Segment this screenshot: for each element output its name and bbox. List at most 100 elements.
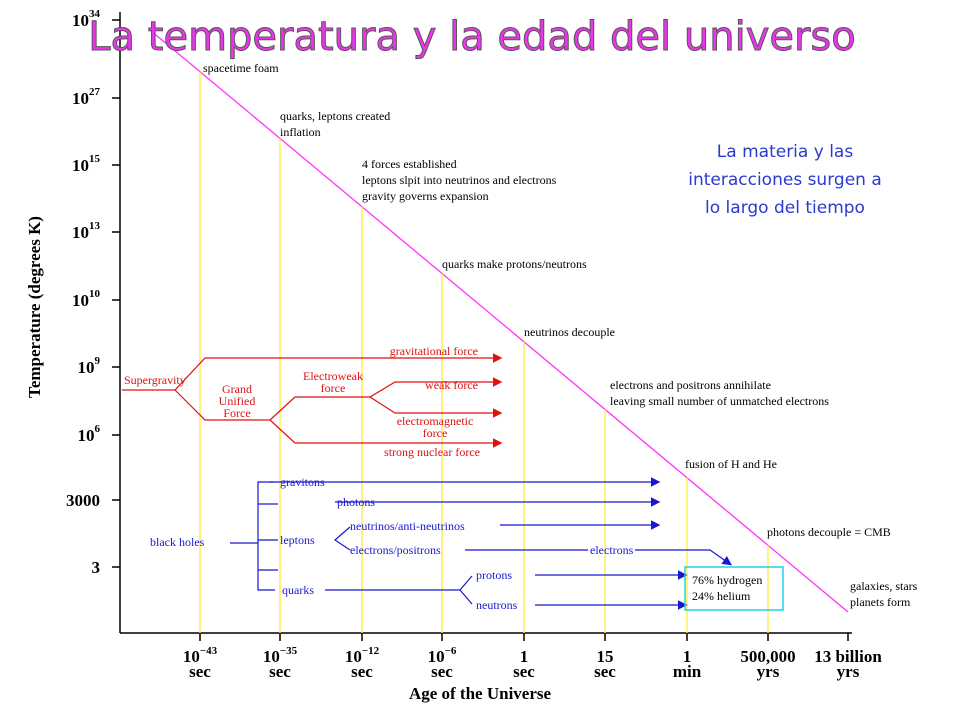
tick-exp: 9	[95, 355, 101, 367]
y-tick-label: 1015	[72, 153, 101, 175]
tick-exp: 15	[89, 153, 101, 165]
title: La temperatura y la edad del universo	[88, 14, 855, 60]
black-holes: black holes	[150, 535, 205, 549]
tick-base: 500,000	[740, 647, 795, 666]
tick-base: 10	[263, 647, 280, 666]
tick-base: 1	[683, 647, 692, 666]
tick-base: 10	[345, 647, 362, 666]
x-tick-label: 10−35	[263, 645, 298, 666]
note-line: lo largo del tiempo	[705, 198, 865, 218]
y-tick-label: 1034	[72, 8, 101, 30]
epoch-label: 4 forces established	[362, 157, 457, 171]
tick-base: 10	[183, 647, 200, 666]
tick-base: 10	[78, 358, 95, 377]
y-tick-label: 3	[92, 558, 101, 577]
x-tick-label: 15	[597, 647, 614, 666]
force-labels: Supergravity Grand Unified Force Electro…	[124, 344, 480, 459]
tick-exp: −12	[362, 645, 380, 657]
x-tick-unit: sec	[189, 662, 211, 681]
y-axis-label: Temperature (degrees K)	[25, 216, 44, 398]
y-tick-label: 1013	[72, 220, 101, 242]
x-tick-unit: yrs	[757, 662, 780, 681]
y-tick-label: 1010	[72, 288, 101, 310]
tick-base: 10	[72, 156, 89, 175]
x-axis-label: Age of the Universe	[409, 684, 552, 703]
epoch-lines	[199, 71, 769, 633]
neutrons: neutrons	[476, 598, 518, 612]
supergravity: Supergravity	[124, 373, 186, 387]
gut: Force	[223, 406, 250, 420]
note-line: La materia y las	[717, 142, 854, 162]
neutrinos: neutrinos/anti-neutrinos	[350, 519, 465, 533]
gut: Unified	[219, 394, 256, 408]
cooling-line	[149, 29, 849, 613]
y-tick-label: 1027	[72, 86, 101, 108]
x-tick-unit: min	[673, 662, 702, 681]
particle-labels: black holes gravitons photons leptons ne…	[150, 475, 634, 612]
note: La materia y las interacciones surgen a …	[688, 142, 882, 218]
epoch-label: fusion of H and He	[685, 457, 777, 471]
weak: weak force	[425, 378, 478, 392]
tick-exp: −43	[200, 645, 218, 657]
x-tick-label: 13 billion	[814, 647, 882, 666]
epoch-label: leptons slpit into neutrinos and electro…	[362, 173, 557, 187]
composition: 76% hydrogen	[692, 573, 762, 587]
epoch-label: spacetime foam	[203, 61, 279, 75]
epoch-label: planets form	[850, 595, 911, 609]
x-tick-unit: sec	[513, 662, 535, 681]
note-line: interacciones surgen a	[688, 170, 882, 190]
x-tick-label: 10−6	[428, 645, 457, 666]
x-tick-label: 10−43	[183, 645, 218, 666]
electroweak: Electroweak	[303, 369, 363, 383]
protons: protons	[476, 568, 512, 582]
electromagnetic: force	[423, 426, 448, 440]
x-tick-label: 1	[520, 647, 529, 666]
tick-base: 3	[92, 558, 101, 577]
x-tick-unit: sec	[594, 662, 616, 681]
electrons: electrons	[590, 543, 634, 557]
epoch-label: leaving small number of unmatched electr…	[610, 394, 829, 408]
tick-base: 3000	[66, 491, 100, 510]
tick-exp: 34	[89, 8, 101, 20]
tick-base: 15	[597, 647, 614, 666]
epoch-label: inflation	[280, 125, 321, 139]
quarks: quarks	[282, 583, 314, 597]
composition: 24% helium	[692, 589, 751, 603]
x-tick-unit: yrs	[837, 662, 860, 681]
y-tick-label: 109	[78, 355, 101, 377]
electrons-positrons: electrons/positrons	[350, 543, 441, 557]
epoch-label: electrons and positrons annihilate	[610, 378, 771, 392]
x-tick-unit: sec	[351, 662, 373, 681]
tick-base: 10	[72, 89, 89, 108]
x-tick-unit: sec	[269, 662, 291, 681]
tick-exp: −35	[280, 645, 298, 657]
tick-exp: −6	[445, 645, 457, 657]
epoch-label: quarks make protons/neutrons	[442, 257, 587, 271]
tick-exp: 27	[89, 86, 101, 98]
leptons: leptons	[280, 533, 315, 547]
tick-base: 1	[520, 647, 529, 666]
epoch-label: gravity governs expansion	[362, 189, 489, 203]
photons: photons	[337, 495, 375, 509]
gravitational: gravitational force	[390, 344, 478, 358]
epoch-label: galaxies, stars	[850, 579, 918, 593]
x-tick-label: 10−12	[345, 645, 380, 666]
tick-exp: 13	[89, 220, 101, 232]
tick-base: 10	[78, 426, 95, 445]
tick-base: 10	[72, 291, 89, 310]
epoch-label: quarks, leptons created	[280, 109, 390, 123]
gravitons: gravitons	[280, 475, 325, 489]
epoch-label: photons decouple = CMB	[767, 525, 891, 539]
tick-base: 13 billion	[814, 647, 882, 666]
strong: strong nuclear force	[384, 445, 480, 459]
tick-base: 10	[72, 11, 89, 30]
tick-base: 10	[428, 647, 445, 666]
particle-diagram	[230, 477, 784, 611]
tick-exp: 10	[89, 288, 101, 300]
electroweak: force	[321, 381, 346, 395]
epoch-label: neutrinos decouple	[524, 325, 615, 339]
x-tick-label: 1	[683, 647, 692, 666]
x-tick-label: 500,000	[740, 647, 795, 666]
gut: Grand	[222, 382, 252, 396]
